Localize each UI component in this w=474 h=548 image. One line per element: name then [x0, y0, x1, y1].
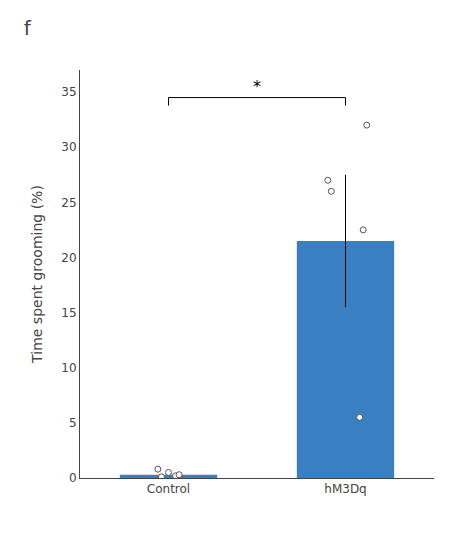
svg-text:f: f [24, 16, 32, 40]
svg-text:20: 20 [61, 251, 76, 265]
svg-text:hM3Dq: hM3Dq [324, 482, 366, 496]
svg-text:35: 35 [61, 85, 76, 99]
svg-text:25: 25 [61, 196, 76, 210]
svg-text:*: * [253, 77, 261, 96]
svg-text:30: 30 [61, 140, 76, 154]
svg-text:Control: Control [147, 482, 190, 496]
svg-text:5: 5 [69, 416, 77, 430]
svg-text:10: 10 [61, 361, 76, 375]
svg-text:15: 15 [61, 306, 76, 320]
svg-text:0: 0 [69, 471, 77, 485]
svg-text:Time spent grooming (%): Time spent grooming (%) [29, 185, 45, 364]
